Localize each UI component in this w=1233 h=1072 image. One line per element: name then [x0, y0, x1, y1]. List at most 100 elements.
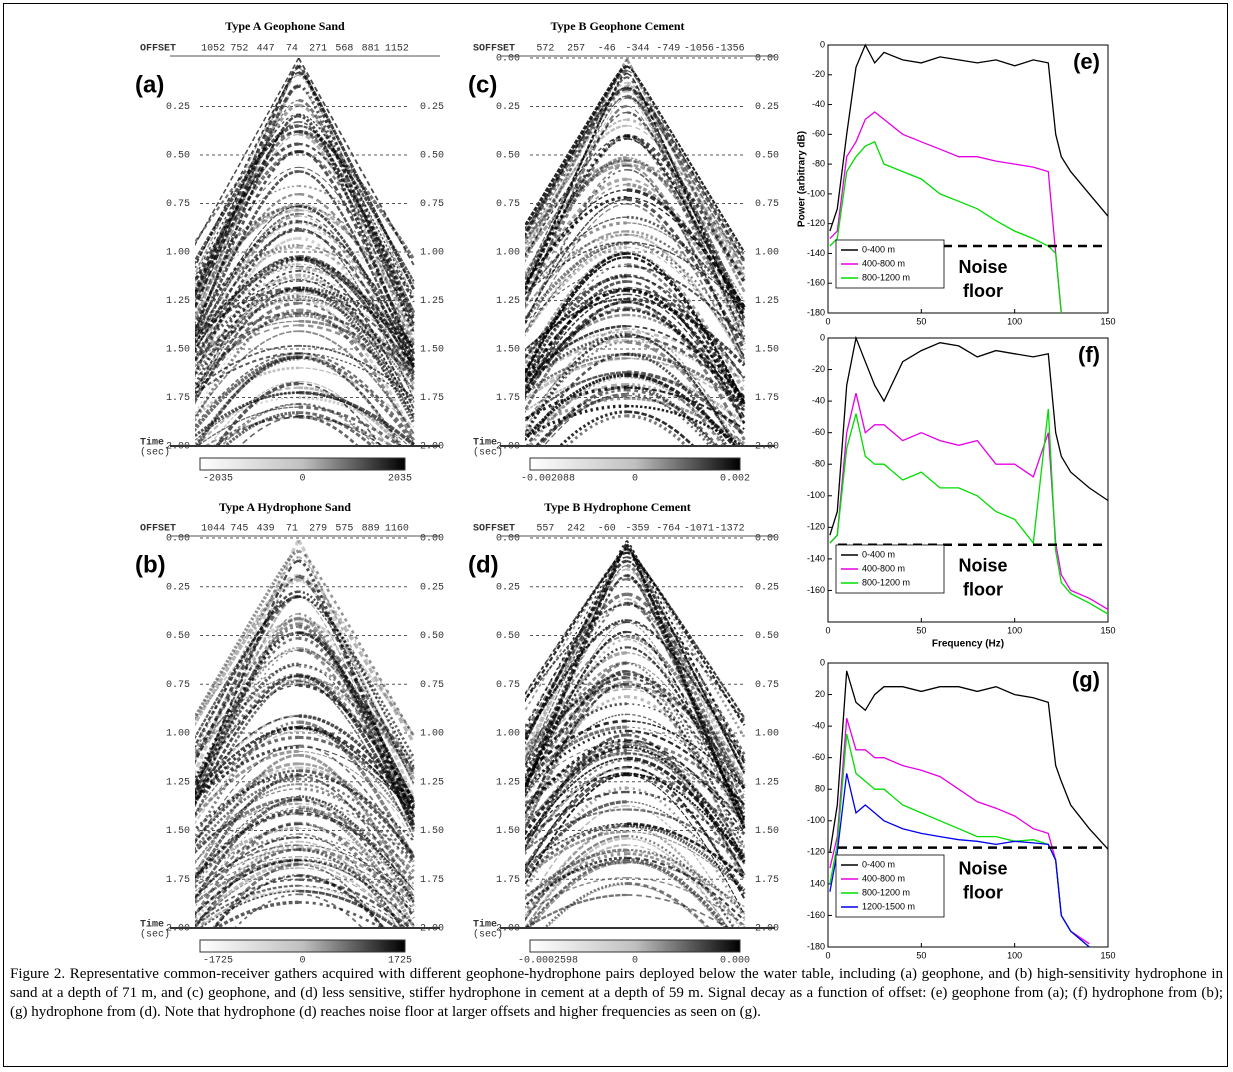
seismic-event	[525, 336, 627, 425]
seismic-event	[626, 822, 746, 879]
seismic-event	[195, 662, 299, 787]
seismic-event	[298, 286, 415, 347]
seismic-event	[195, 730, 299, 825]
time-tick-label: 0.00	[166, 534, 190, 545]
seismic-event	[298, 84, 415, 335]
seismic-event	[195, 297, 299, 362]
seismic-event	[525, 324, 627, 383]
seismic-event	[525, 548, 628, 713]
seismic-event	[525, 824, 627, 918]
time-tick-label: 0.75	[496, 199, 520, 210]
seismic-event	[525, 371, 627, 422]
seismic-event	[298, 720, 415, 859]
seismic-event	[626, 404, 745, 446]
seismic-event	[196, 406, 299, 446]
y-tick-label: -40	[812, 720, 825, 730]
seismic-event	[626, 233, 746, 363]
seismic-event	[626, 856, 746, 922]
seismic-event	[626, 84, 746, 345]
seismic-event	[626, 297, 746, 367]
colorbar-label: 0	[299, 956, 305, 967]
seismic-event	[626, 90, 746, 284]
time-unit: (sec)	[140, 447, 170, 459]
seismic-event	[525, 356, 627, 402]
seismic-event	[195, 858, 299, 916]
seismic-event	[626, 592, 746, 763]
seismic-event	[298, 590, 415, 768]
seismic-event	[626, 182, 746, 326]
seismic-event	[525, 241, 627, 323]
seismic-event	[195, 596, 299, 799]
offset-label: 568	[335, 44, 353, 55]
seismic-event	[626, 680, 746, 865]
offset-label: 71	[286, 524, 298, 535]
seismic-event	[525, 825, 627, 922]
seismic-event	[195, 649, 299, 762]
seismic-event	[298, 648, 415, 780]
seismic-event	[525, 265, 627, 324]
time-tick-label: 1.25	[755, 296, 779, 307]
seismic-event	[198, 840, 299, 928]
offset-label: -46	[598, 44, 616, 55]
seismic-event	[525, 669, 627, 832]
seismic-event	[297, 64, 415, 321]
seismic-event	[525, 198, 627, 322]
seismic-event	[195, 99, 299, 303]
seismic-event	[626, 340, 739, 446]
seismic-event	[525, 852, 627, 914]
seismic-event	[626, 740, 746, 877]
x-tick-label: 0	[825, 625, 830, 635]
time-unit: (sec)	[473, 447, 503, 459]
seismic-event	[195, 772, 299, 833]
seismic-event	[525, 252, 627, 375]
seismic-event	[525, 651, 627, 765]
seismic-event	[298, 549, 415, 738]
colorbar-label: 0.002	[720, 474, 750, 485]
seismic-event	[195, 769, 299, 844]
seismic-event	[626, 306, 746, 420]
seismic-event	[195, 73, 300, 291]
seismic-event	[203, 416, 299, 446]
seismic-event	[298, 403, 378, 446]
seismic-event	[195, 619, 299, 721]
time-tick-label: 1.75	[496, 875, 520, 886]
seismic-event	[195, 267, 299, 335]
noise-floor-label: Noise	[958, 555, 1007, 575]
seismic-event	[626, 801, 745, 895]
seismic-event	[195, 366, 299, 419]
time-tick-label: 2.00	[420, 924, 444, 935]
noise-floor-label: floor	[963, 882, 1003, 902]
seismic-event	[298, 386, 403, 446]
seismic-event	[525, 137, 627, 289]
y-tick-label: -120	[807, 522, 825, 532]
seismic-event	[298, 395, 415, 446]
y-tick-label: -60	[812, 129, 825, 139]
seismic-event	[195, 313, 299, 391]
y-tick-label: 0	[820, 657, 825, 667]
seismic-event	[626, 551, 746, 720]
time-tick-label: 1.25	[420, 296, 444, 307]
seismic-event	[195, 577, 299, 727]
seismic-event	[195, 324, 299, 380]
seismic-event	[626, 831, 745, 892]
y-tick-label: -100	[807, 188, 825, 198]
time-tick-label: 1.50	[420, 826, 444, 837]
seismic-event	[195, 352, 299, 428]
seismic-event	[525, 741, 627, 850]
y-tick-label: -20	[812, 69, 825, 79]
seismic-event	[195, 133, 299, 317]
seismic-event	[626, 852, 746, 928]
seismic-event	[626, 547, 746, 738]
seismic-event	[195, 616, 299, 762]
seismic-event	[195, 867, 299, 926]
seismic-event	[195, 884, 299, 927]
x-tick-label: 50	[916, 316, 926, 326]
seismic-event	[525, 738, 627, 815]
y-tick-label: -140	[807, 553, 825, 563]
seismic-event	[195, 273, 299, 398]
seismic-event	[195, 679, 299, 819]
offset-label: 1052	[201, 44, 225, 55]
colorbar-label: 0	[632, 474, 638, 485]
seismic-event	[626, 862, 745, 908]
seismic-event	[298, 624, 415, 830]
